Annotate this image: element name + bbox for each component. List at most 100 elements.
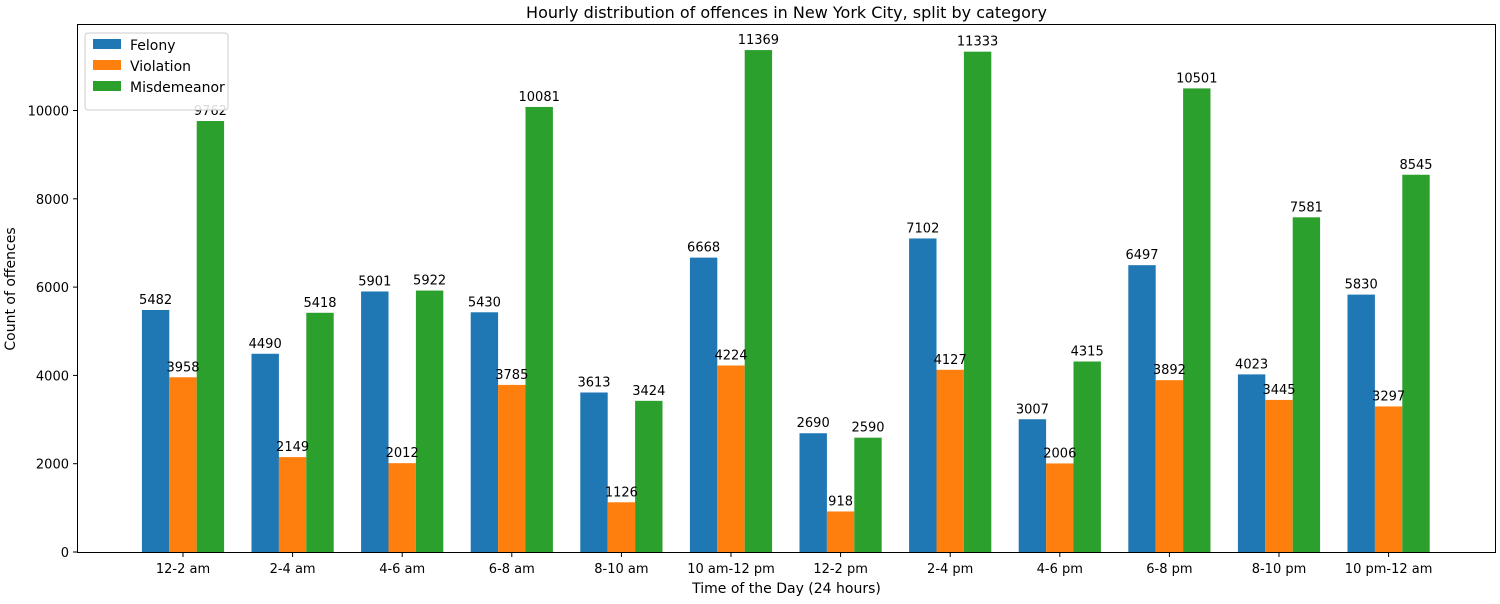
bar-misdemeanor-3 — [525, 106, 553, 552]
bar-felony-4 — [580, 392, 608, 552]
bar-felony-2 — [361, 291, 389, 552]
data-label: 2006 — [1043, 446, 1076, 461]
data-label: 4315 — [1071, 345, 1104, 360]
data-label: 5482 — [139, 293, 172, 308]
data-label: 3424 — [632, 384, 665, 399]
x-axis-label: Time of the Day (24 hours) — [691, 581, 881, 597]
bar-violation-9 — [1155, 380, 1184, 552]
bar-violation-5 — [717, 365, 745, 552]
chart-title: Hourly distribution of offences in New Y… — [526, 3, 1047, 22]
bar-misdemeanor-2 — [415, 290, 444, 552]
data-label: 1126 — [605, 485, 638, 500]
data-label: 5418 — [303, 296, 336, 311]
x-tick-label: 8-10 pm — [1252, 562, 1307, 577]
x-tick-label: 6-8 pm — [1146, 562, 1192, 577]
data-label: 6497 — [1125, 248, 1158, 263]
bar-violation-2 — [388, 463, 416, 552]
x-tick-label: 12-2 pm — [813, 562, 868, 577]
data-label: 6668 — [687, 241, 720, 256]
bar-felony-3 — [470, 312, 499, 552]
data-label: 11369 — [738, 33, 779, 48]
y-tick-label: 6000 — [36, 281, 69, 296]
legend-swatch-misdemeanor — [93, 81, 121, 91]
bar-misdemeanor-11 — [1402, 174, 1430, 552]
data-label: 7581 — [1290, 200, 1323, 215]
bar-misdemeanor-6 — [854, 437, 882, 552]
data-label: 918 — [828, 494, 853, 509]
data-label: 4224 — [714, 349, 747, 364]
bar-misdemeanor-5 — [744, 50, 773, 552]
bar-felony-5 — [689, 257, 718, 552]
data-label: 4490 — [249, 337, 282, 352]
data-label: 3613 — [577, 375, 610, 390]
data-label: 2149 — [276, 440, 309, 455]
data-label: 4127 — [934, 353, 967, 368]
bar-felony-8 — [1018, 419, 1047, 552]
legend-label-felony: Felony — [130, 38, 176, 54]
x-tick-label: 10 pm-12 am — [1345, 562, 1433, 577]
bar-violation-11 — [1374, 406, 1403, 552]
data-label: 2690 — [797, 416, 830, 431]
bar-violation-4 — [607, 502, 636, 552]
bar-violation-8 — [1046, 463, 1074, 552]
bar-violation-6 — [826, 511, 855, 552]
bar-misdemeanor-10 — [1292, 217, 1321, 552]
y-tick-label: 2000 — [36, 458, 69, 473]
data-label: 7102 — [906, 221, 939, 236]
data-label: 3297 — [1372, 389, 1405, 404]
bar-misdemeanor-7 — [963, 51, 992, 553]
data-label: 3892 — [1153, 363, 1186, 378]
x-tick-label: 4-6 pm — [1037, 562, 1083, 577]
x-tick-label: 4-6 am — [379, 562, 425, 577]
legend-label-misdemeanor: Misdemeanor — [130, 80, 225, 96]
bar-misdemeanor-8 — [1073, 361, 1101, 552]
bar-misdemeanor-9 — [1183, 88, 1211, 553]
bar-felony-0 — [141, 309, 170, 552]
bar-felony-6 — [799, 433, 827, 552]
x-tick-label: 2-4 am — [270, 562, 316, 577]
legend-swatch-violation — [93, 60, 121, 70]
y-tick-label: 8000 — [36, 193, 69, 208]
legend-swatch-felony — [93, 39, 121, 49]
x-axis: 12-2 am 2-4 am 4-6 am 6-8 am 8-10 am 10 am-12… — [156, 552, 1433, 577]
data-label: 5901 — [358, 274, 391, 289]
bar-felony-7 — [909, 238, 937, 552]
data-label: 2012 — [386, 446, 419, 461]
legend-label-violation: Violation — [130, 59, 191, 75]
bar-misdemeanor-1 — [306, 312, 334, 552]
data-label: 10501 — [1176, 71, 1217, 86]
y-axis-label: Count of offences — [3, 227, 19, 350]
bar-misdemeanor-0 — [196, 121, 225, 553]
bar-violation-1 — [278, 457, 307, 552]
y-tick-label: 10000 — [28, 105, 69, 120]
data-label: 4023 — [1235, 357, 1268, 372]
x-tick-label: 8-10 am — [594, 562, 648, 577]
bar-misdemeanor-4 — [635, 400, 663, 552]
data-label: 3445 — [1262, 383, 1295, 398]
bar-felony-9 — [1128, 265, 1156, 552]
data-label: 3785 — [495, 368, 528, 383]
data-label: 8545 — [1399, 158, 1432, 173]
data-label: 10081 — [519, 90, 560, 105]
data-label: 11333 — [957, 35, 998, 50]
data-label: 3958 — [166, 360, 199, 375]
plot-frame — [77, 24, 1496, 553]
bar-violation-0 — [169, 377, 197, 552]
bars-layer — [141, 50, 1430, 553]
bar-felony-10 — [1237, 374, 1266, 552]
bar-felony-1 — [251, 353, 279, 552]
data-label: 5430 — [468, 295, 501, 310]
bar-violation-7 — [936, 369, 964, 552]
y-axis: 0 2000 4000 6000 8000 10000 — [28, 105, 78, 561]
data-label: 5922 — [413, 274, 446, 289]
bar-violation-10 — [1265, 399, 1293, 552]
y-tick-label: 4000 — [36, 369, 69, 384]
x-tick-label: 6-8 am — [489, 562, 535, 577]
data-label: 2590 — [851, 421, 884, 436]
x-tick-label: 12-2 am — [156, 562, 210, 577]
data-label: 3007 — [1016, 402, 1049, 417]
legend: Felony Violation Misdemeanor — [84, 32, 229, 111]
y-tick-label: 0 — [61, 546, 69, 561]
